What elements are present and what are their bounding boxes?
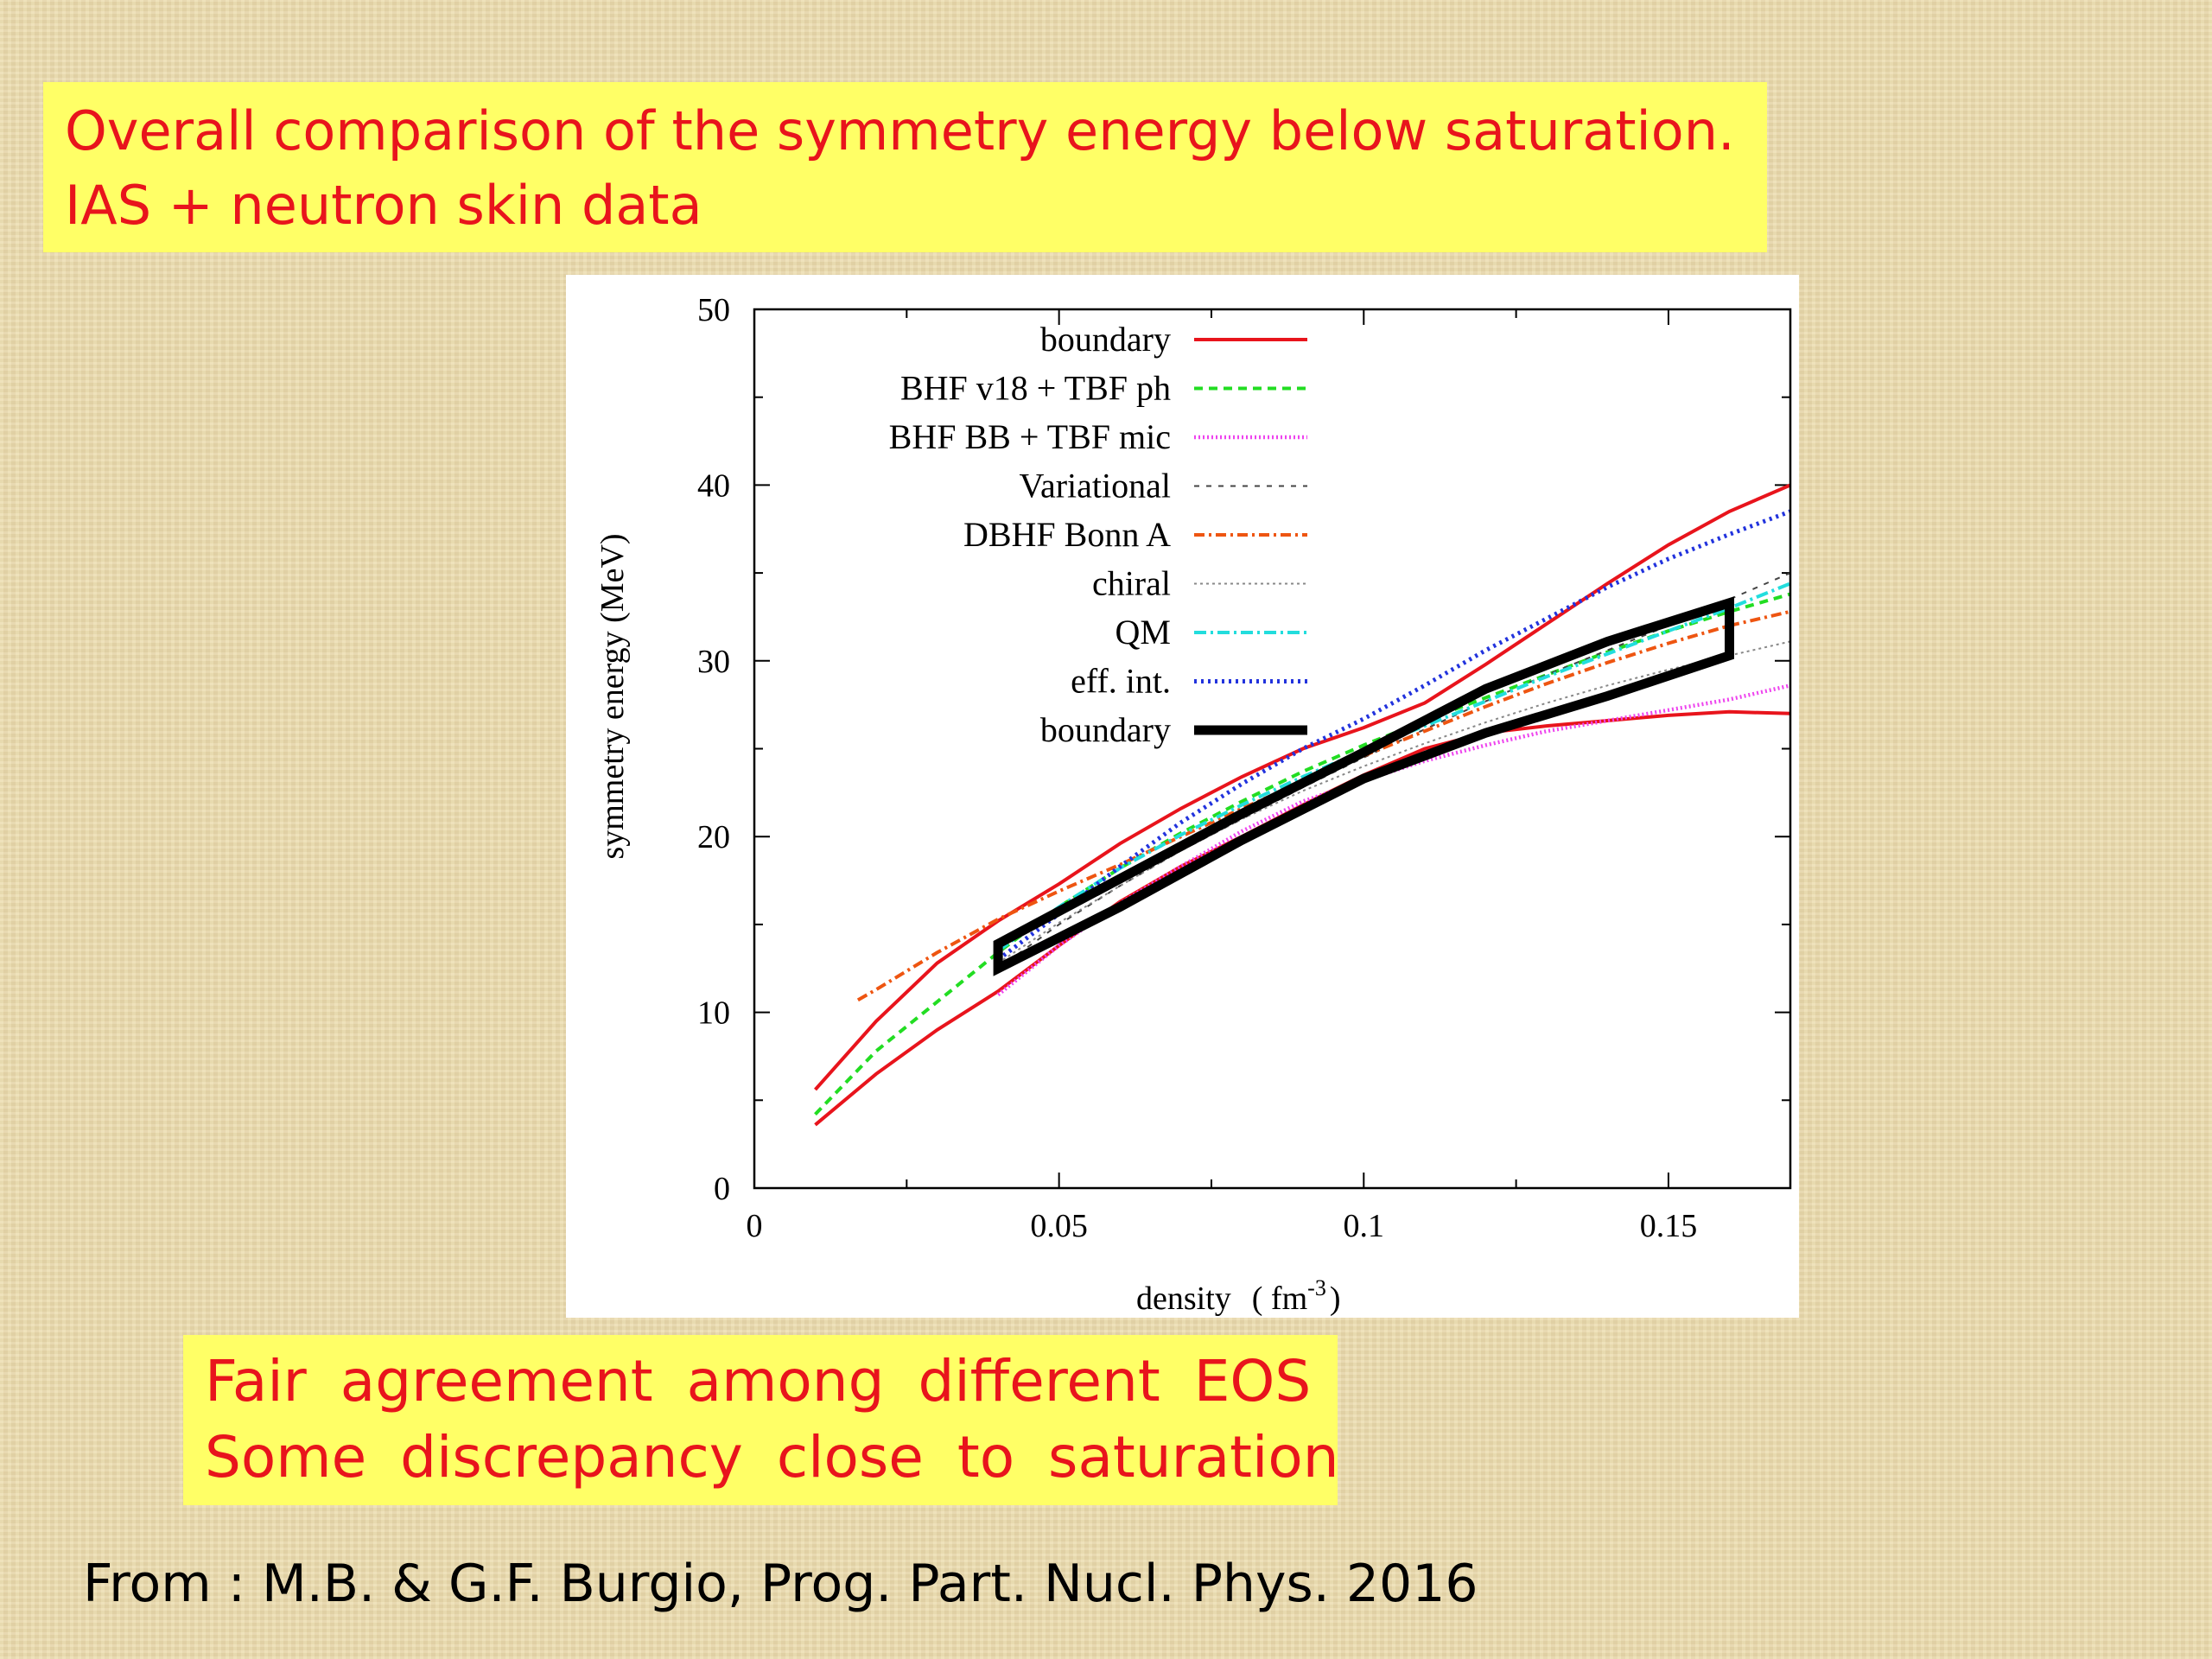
- x-tick-label: 0.1: [1344, 1208, 1385, 1244]
- slide-title-line-1: Overall comparison of the symmetry energ…: [65, 99, 1735, 162]
- conclusion-line-2: Some discrepancy close to saturation: [205, 1424, 1339, 1491]
- legend-label: boundary: [1040, 710, 1171, 749]
- source-citation: From : M.B. & G.F. Burgio, Prog. Part. N…: [83, 1554, 1478, 1614]
- y-tick-label: 10: [697, 995, 730, 1032]
- slide-title-line-2: IAS + neutron skin data: [65, 174, 702, 237]
- legend-label: chiral: [1092, 564, 1171, 603]
- legend-label: BHF v18 + TBF ph: [900, 369, 1171, 408]
- y-tick-label: 20: [697, 819, 730, 855]
- series-line-0: [814, 483, 1790, 1091]
- y-tick-label: 30: [697, 644, 730, 680]
- legend-label: boundary: [1040, 320, 1171, 359]
- plot-frame: [753, 308, 1792, 1190]
- y-tick-label: 50: [697, 292, 730, 328]
- series-line-8: [996, 509, 1790, 962]
- legend-label: BHF BB + TBF mic: [889, 417, 1171, 456]
- legend-label: Variational: [1020, 467, 1172, 505]
- chart-panel: 0 0.05 0.1 0.15 0 10 20 30 40 50 boundary BHF v18 …: [566, 275, 1799, 1318]
- legend-label: QM: [1116, 613, 1171, 652]
- conclusion-line-1: Fair agreement among different EOS: [205, 1348, 1312, 1414]
- legend-label: eff. int.: [1071, 662, 1171, 701]
- legend-label: DBHF Bonn A: [963, 515, 1171, 554]
- x-tick-label: 0.05: [1030, 1208, 1088, 1244]
- y-tick-label: 40: [697, 467, 730, 504]
- y-tick-label: 0: [714, 1171, 730, 1207]
- conclusion-box: Fair agreement among different EOS Some …: [183, 1335, 1339, 1505]
- series-line-6: [997, 640, 1790, 964]
- symmetry-energy-chart: 0 0.05 0.1 0.15 0 10 20 30 40 50 boundary BHF v18 …: [594, 292, 1792, 1317]
- series-line-5: [856, 609, 1790, 1002]
- series-line-2: [814, 592, 1790, 1116]
- x-tick-label: 0: [747, 1208, 763, 1244]
- series-line-9: [993, 596, 1734, 976]
- x-tick-label: 0.15: [1640, 1208, 1698, 1244]
- series-line-1: [814, 709, 1790, 1127]
- series-line-4: [997, 572, 1790, 969]
- x-axis-title: density( fm-3): [1136, 1275, 1340, 1317]
- y-axis-title: symmetry energy (MeV): [594, 533, 631, 859]
- slide-title-box: Overall comparison of the symmetry energ…: [43, 82, 1767, 252]
